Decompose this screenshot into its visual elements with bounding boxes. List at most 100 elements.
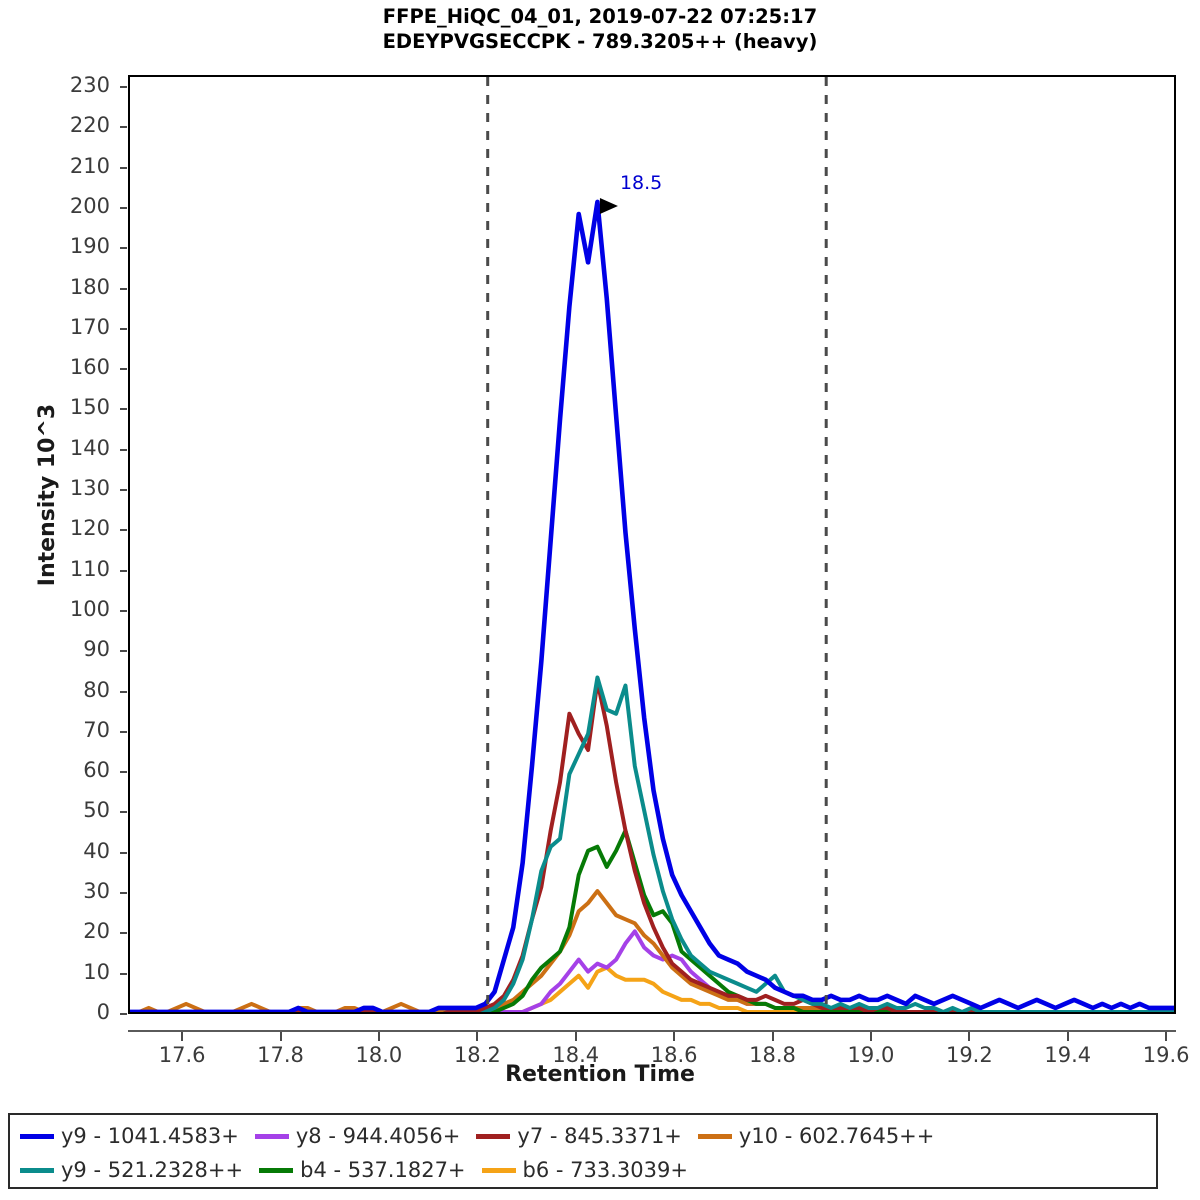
plot-area[interactable] bbox=[128, 75, 1176, 1014]
y-axis-tick-mark bbox=[120, 892, 127, 895]
x-axis-tick-label: 19.6 bbox=[1142, 1043, 1190, 1067]
y-axis-tick-label: 190 bbox=[69, 234, 110, 259]
retention-time-marker-triangle-icon[interactable] bbox=[599, 198, 618, 215]
legend-item-label: b4 - 537.1827+ bbox=[300, 1158, 466, 1182]
y-axis-tick-mark bbox=[120, 166, 127, 169]
legend-item[interactable]: b6 - 733.3039+ bbox=[481, 1158, 688, 1182]
y-axis-tick-mark bbox=[120, 86, 127, 89]
y-axis-tick-mark bbox=[120, 650, 127, 653]
x-axis-tick-mark bbox=[181, 1032, 184, 1041]
x-axis-tick-mark bbox=[1066, 1032, 1069, 1041]
y-axis-tick-label: 100 bbox=[69, 596, 110, 621]
y-axis-tick-mark bbox=[120, 247, 127, 250]
y-axis-tick-mark bbox=[120, 529, 127, 532]
x-axis-tick-mark bbox=[476, 1032, 479, 1041]
y-axis-tick-label: 110 bbox=[69, 556, 110, 581]
y-axis-tick-label: 90 bbox=[83, 637, 110, 662]
x-axis-tick-mark bbox=[1165, 1032, 1168, 1041]
x-axis-tick-mark bbox=[377, 1032, 380, 1041]
x-axis-tick-label: 18.6 bbox=[650, 1043, 698, 1067]
y-axis-tick-mark bbox=[120, 609, 127, 612]
legend-item-label: y9 - 521.2328++ bbox=[61, 1158, 244, 1182]
y-axis-tick-mark bbox=[120, 408, 127, 411]
y-axis-tick-mark bbox=[120, 489, 127, 492]
legend-row: y9 - 1041.4583+ y8 - 944.4056+ y7 - 845.33… bbox=[20, 1119, 950, 1153]
y-axis-tick-label: 40 bbox=[83, 838, 110, 863]
y-axis-tick-label: 140 bbox=[69, 435, 110, 460]
legend-color-swatch bbox=[20, 1167, 54, 1173]
legend-item-label: y9 - 1041.4583+ bbox=[61, 1124, 239, 1148]
x-axis-title: Retention Time bbox=[505, 1062, 695, 1087]
legend-color-swatch bbox=[20, 1133, 54, 1139]
legend-row: y9 - 521.2328++ b4 - 537.1827+ b6 - 733.30… bbox=[20, 1153, 704, 1187]
y-axis-tick-label: 10 bbox=[83, 959, 110, 984]
series-line bbox=[130, 199, 1174, 1012]
x-axis-tick-label: 19.4 bbox=[1044, 1043, 1092, 1067]
y-axis-tick-mark bbox=[120, 569, 127, 572]
y-axis-tick-label: 30 bbox=[83, 879, 110, 904]
x-axis-tick-label: 18.2 bbox=[453, 1043, 501, 1067]
legend-color-swatch bbox=[259, 1167, 294, 1173]
legend-item[interactable]: y9 - 521.2328++ bbox=[20, 1158, 243, 1182]
legend-color-swatch bbox=[254, 1133, 289, 1139]
chart-title: FFPE_HiQC_04_01, 2019-07-22 07:25:17 EDE… bbox=[0, 4, 1200, 54]
x-axis-tick-label: 18.0 bbox=[355, 1043, 403, 1067]
x-axis-tick-mark bbox=[673, 1032, 676, 1041]
x-axis-tick-mark bbox=[771, 1032, 774, 1041]
y-axis-tick-label: 170 bbox=[69, 314, 110, 339]
y-axis-tick-mark bbox=[120, 206, 127, 209]
x-axis-tick-label: 17.6 bbox=[158, 1043, 206, 1067]
series-line bbox=[480, 675, 1174, 1012]
x-axis-tick-mark bbox=[869, 1032, 872, 1041]
legend-item-label: b6 - 733.3039+ bbox=[522, 1158, 688, 1182]
legend-item-label: y7 - 845.3371+ bbox=[517, 1124, 682, 1148]
legend-item[interactable]: y7 - 845.3371+ bbox=[476, 1124, 682, 1148]
y-axis-tick-mark bbox=[120, 690, 127, 693]
y-axis-tick-label: 80 bbox=[83, 677, 110, 702]
x-axis-tick-label: 17.8 bbox=[257, 1043, 304, 1067]
y-axis-tick-mark bbox=[120, 811, 127, 814]
chart-title-line-1: FFPE_HiQC_04_01, 2019-07-22 07:25:17 bbox=[382, 5, 818, 28]
y-axis-tick-mark bbox=[120, 126, 127, 129]
legend-item[interactable]: b4 - 537.1827+ bbox=[259, 1158, 466, 1182]
y-axis-tick-label: 120 bbox=[69, 516, 110, 541]
y-axis-tick-mark bbox=[120, 448, 127, 451]
legend-item[interactable]: y8 - 944.4056+ bbox=[254, 1124, 461, 1148]
legend-item-label: y8 - 944.4056+ bbox=[295, 1124, 461, 1148]
chart-title-line-2: EDEYPVGSECCPK - 789.3205++ (heavy) bbox=[382, 30, 818, 53]
legend-color-swatch bbox=[476, 1133, 511, 1139]
y-axis-tick-label: 210 bbox=[69, 153, 110, 178]
y-axis-tick-label: 160 bbox=[69, 355, 110, 380]
y-axis-title: Intensity 10^3 bbox=[35, 403, 60, 587]
y-axis-tick-mark bbox=[120, 327, 127, 330]
series-canvas bbox=[130, 77, 1174, 1012]
x-axis-tick-mark bbox=[279, 1032, 282, 1041]
peak-apex-label: 18.5 bbox=[619, 172, 663, 195]
y-axis-tick-mark bbox=[120, 730, 127, 733]
y-axis-tick-label: 20 bbox=[83, 919, 110, 944]
y-axis-tick-mark bbox=[120, 1013, 127, 1015]
legend: y9 - 1041.4583+ y8 - 944.4056+ y7 - 845.33… bbox=[8, 1113, 1158, 1189]
legend-item-label: y10 - 602.7645++ bbox=[738, 1124, 935, 1148]
y-axis-tick-label: 70 bbox=[83, 717, 110, 742]
x-axis-tick-label: 19.0 bbox=[847, 1043, 895, 1067]
y-axis-tick-mark bbox=[120, 368, 127, 371]
y-axis-tick-label: 200 bbox=[69, 193, 110, 218]
y-axis-tick-label: 130 bbox=[69, 476, 110, 501]
legend-item[interactable]: y10 - 602.7645++ bbox=[697, 1124, 935, 1148]
y-axis-tick-label: 50 bbox=[83, 798, 110, 823]
legend-color-swatch bbox=[481, 1167, 516, 1173]
y-axis-tick-mark bbox=[120, 972, 127, 975]
x-axis-tick-mark bbox=[574, 1032, 577, 1041]
y-axis-tick-label: 230 bbox=[69, 73, 110, 98]
series-line bbox=[130, 889, 1174, 1012]
y-axis-tick-label: 60 bbox=[83, 758, 110, 783]
x-axis-tick-label: 19.2 bbox=[945, 1043, 993, 1067]
x-axis-tick-label: 18.4 bbox=[552, 1043, 600, 1067]
y-axis-tick-mark bbox=[120, 771, 127, 774]
x-axis-line bbox=[128, 1030, 1176, 1032]
y-axis-tick-mark bbox=[120, 851, 127, 854]
y-axis-tick-label: 220 bbox=[69, 113, 110, 138]
legend-item[interactable]: y9 - 1041.4583+ bbox=[20, 1124, 239, 1148]
